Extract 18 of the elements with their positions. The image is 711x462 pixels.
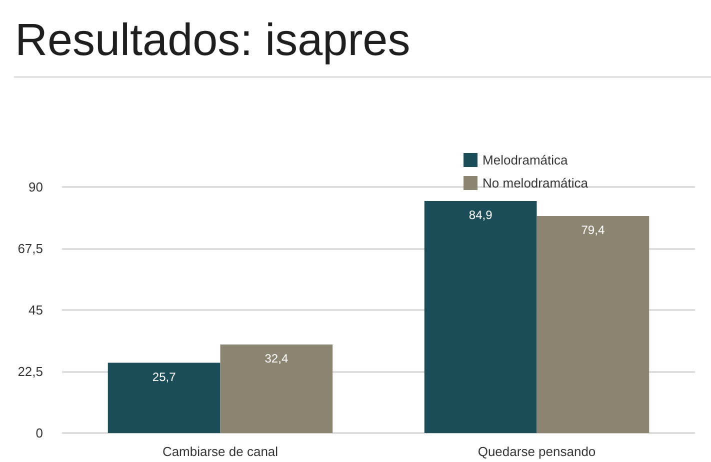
y-tick-label: 0: [36, 426, 43, 440]
x-tick-label: Cambiarse de canal: [162, 444, 278, 459]
y-tick-label: 45: [28, 302, 43, 318]
bar: [220, 344, 333, 433]
data-label: 84,9: [468, 208, 493, 222]
x-tick-label: Quedarse pensando: [478, 444, 596, 459]
y-tick-label: 90: [28, 180, 43, 194]
bar: [424, 200, 537, 433]
data-label: 79,4: [581, 222, 605, 237]
y-tick-label: 22,5: [18, 364, 43, 379]
bar: [536, 216, 650, 433]
y-tick-label: 67,5: [18, 241, 43, 256]
legend-label: No melodramática: [482, 176, 589, 190]
data-label: 32,4: [264, 351, 288, 366]
chart-title: Resultados: isapres: [15, 14, 410, 65]
legend-label: Melodramática: [482, 152, 569, 168]
bar: [108, 362, 220, 433]
data-label: 25,7: [152, 370, 176, 384]
